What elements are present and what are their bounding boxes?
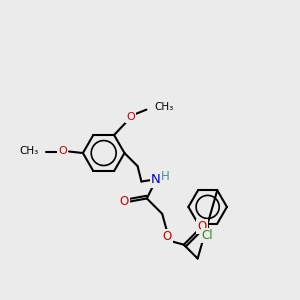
Text: H: H: [161, 170, 170, 183]
Text: O: O: [119, 195, 128, 208]
Text: O: O: [126, 112, 135, 122]
Text: O: O: [198, 220, 207, 233]
Text: CH₃: CH₃: [154, 102, 173, 112]
Text: O: O: [58, 146, 67, 157]
Text: O: O: [162, 230, 172, 243]
Text: CH₃: CH₃: [20, 146, 39, 156]
Text: N: N: [151, 173, 161, 187]
Text: Cl: Cl: [202, 229, 214, 242]
